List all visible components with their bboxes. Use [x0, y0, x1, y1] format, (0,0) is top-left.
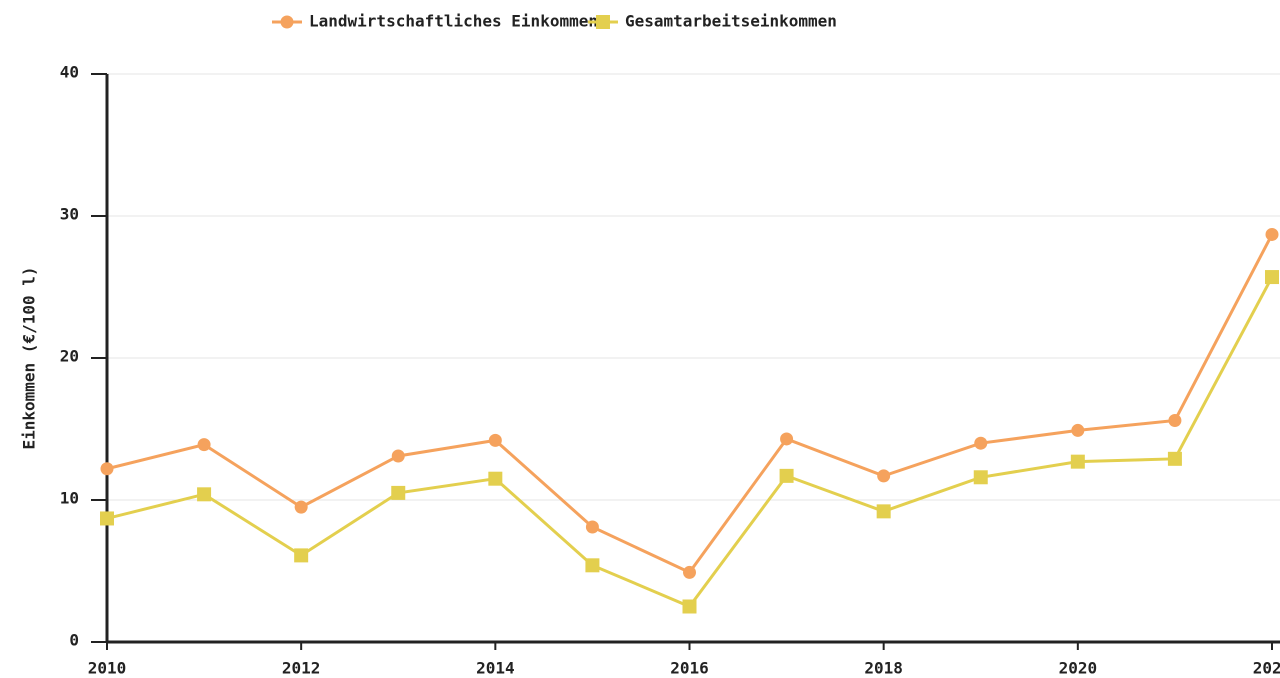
data-point [1168, 413, 1182, 427]
y-tick-label: 20 [60, 347, 79, 366]
x-tick-label: 2014 [476, 659, 515, 678]
data-point [391, 449, 405, 463]
data-point [974, 436, 988, 450]
data-point [1071, 423, 1085, 437]
x-tick-label: 2010 [88, 659, 127, 678]
data-point [1265, 270, 1279, 285]
data-point [877, 469, 891, 483]
data-point [294, 548, 309, 563]
data-point [1167, 451, 1182, 466]
data-point [197, 438, 211, 452]
data-point [585, 558, 600, 573]
data-point [100, 462, 114, 476]
x-tick-label: 2022 [1253, 659, 1280, 678]
data-point [100, 511, 114, 526]
data-point [585, 520, 599, 534]
y-tick-label: 30 [60, 205, 79, 224]
series-line [106, 233, 1274, 575]
y-axis-label: Einkommen (€/100 l) [20, 266, 39, 449]
data-point [780, 432, 794, 446]
data-point [683, 565, 696, 579]
x-tick-label: 2016 [670, 659, 709, 678]
data-point [1070, 454, 1085, 469]
data-point [294, 500, 308, 514]
legend-label: Gesamtarbeitseinkommen [625, 12, 837, 31]
data-point [682, 599, 697, 614]
legend-label: Landwirtschaftliches Einkommen [309, 12, 598, 31]
legend-marker [280, 15, 294, 29]
y-tick-label: 0 [69, 631, 79, 650]
x-tick-label: 2020 [1059, 659, 1098, 678]
legend-marker [595, 15, 610, 29]
y-tick-label: 10 [60, 489, 79, 508]
data-point [391, 485, 406, 500]
series-line [106, 276, 1274, 609]
x-tick-label: 2012 [282, 659, 321, 678]
data-point [197, 487, 212, 502]
data-point [488, 471, 503, 486]
data-point [488, 433, 502, 447]
data-point [779, 468, 794, 483]
data-point [876, 504, 891, 519]
x-tick-label: 2018 [864, 659, 903, 678]
data-point [1265, 227, 1279, 241]
y-tick-label: 40 [60, 63, 79, 82]
data-point [973, 470, 988, 485]
